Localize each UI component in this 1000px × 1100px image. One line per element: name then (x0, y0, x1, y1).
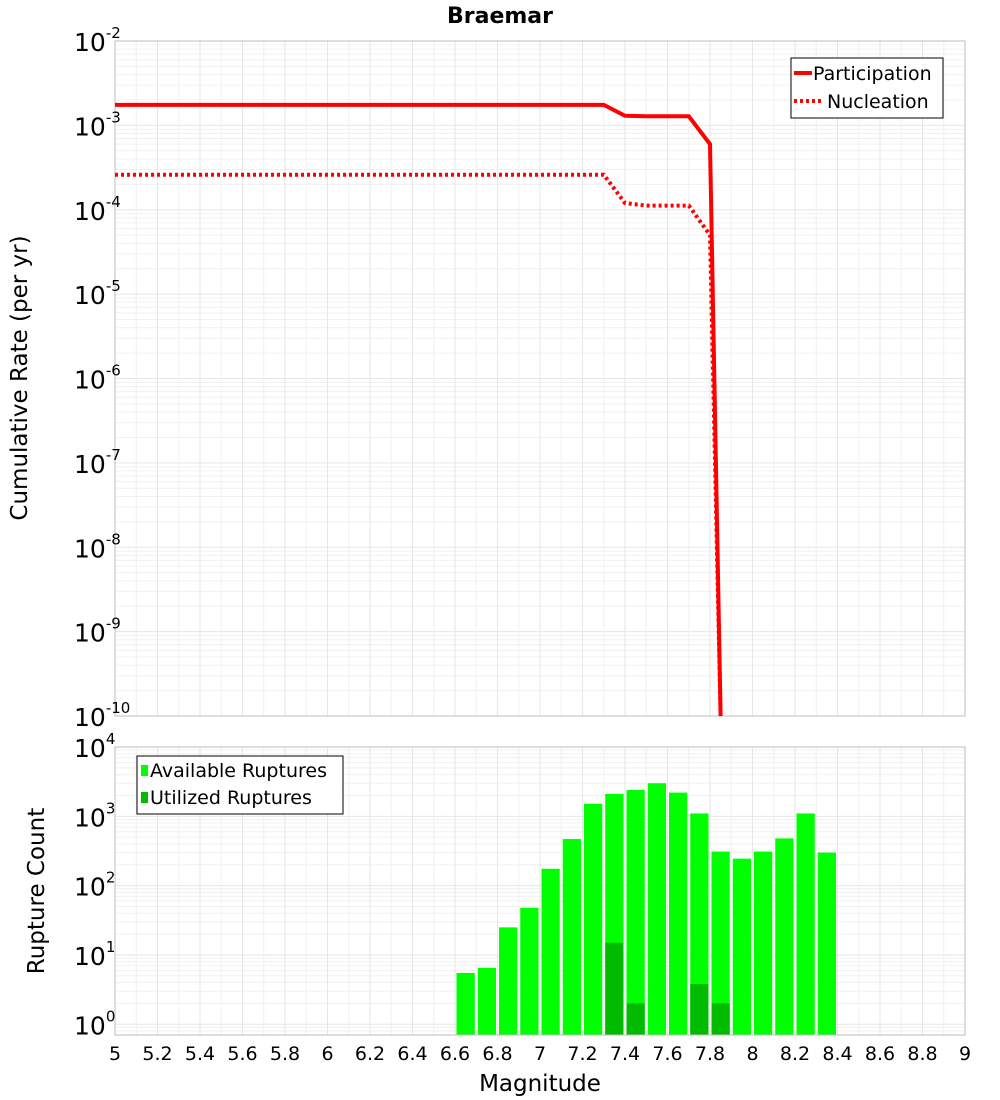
utilized-rupture-bar (690, 984, 709, 1035)
x-tick-label: 7.2 (567, 1043, 597, 1065)
rupture-plot-y-ticks: 104 103 102 101 100 (74, 730, 115, 1040)
participation-legend-label: Participation (813, 63, 932, 85)
x-tick-label: 9 (959, 1043, 971, 1065)
available-rupture-bar (690, 813, 709, 1035)
available-rupture-bar (711, 851, 730, 1035)
rupture-y-tick-label: 100 (74, 1007, 115, 1040)
available-rupture-bar (499, 927, 518, 1035)
x-tick-label: 6.4 (397, 1043, 427, 1065)
available-legend-swatch (141, 765, 148, 776)
participation-line (115, 102, 723, 717)
rate-y-tick-label: 10-6 (74, 362, 121, 395)
rate-y-tick-label: 10-2 (74, 24, 121, 57)
available-rupture-bar (754, 851, 773, 1035)
x-tick-label: 8 (746, 1043, 758, 1065)
utilized-rupture-bar (711, 1003, 730, 1035)
utilized-rupture-bar (605, 942, 624, 1035)
x-tick-label: 8.4 (822, 1043, 852, 1065)
rupture-plot-x-ticks: 5 5.2 5.4 5.6 5.8 6 6.2 6.4 6.6 6.8 7 7.2 7.4 7.6 7.8 8… (109, 1043, 971, 1065)
available-rupture-bar (732, 858, 751, 1035)
nucleation-legend-label: Nucleation (827, 91, 929, 113)
available-rupture-bar (456, 972, 475, 1035)
utilized-legend-label: Utilized Ruptures (150, 787, 312, 809)
rate-legend: Participation Nucleation (790, 57, 944, 119)
rate-y-tick-label: 10-5 (74, 277, 121, 310)
rupture-count-plot: 104 103 102 101 100 5 5.2 5.4 5.6 5.8 6 6.2 6.4 6.6 6… (24, 730, 971, 1097)
rate-y-tick-label: 10-3 (74, 108, 121, 141)
rupture-y-tick-label: 102 (74, 869, 115, 902)
rupture-y-tick-label: 101 (74, 938, 115, 971)
x-tick-label: 7.8 (695, 1043, 725, 1065)
rate-plot-frame (114, 40, 966, 717)
available-rupture-bar (669, 792, 688, 1035)
rate-plot-lines (115, 102, 723, 717)
rate-y-tick-label: 10-9 (74, 615, 121, 648)
rupture-legend-box (136, 755, 344, 815)
rupture-plot-y-axis-label: Rupture Count (24, 808, 50, 974)
utilized-rupture-bar (626, 1003, 645, 1035)
available-rupture-bar (775, 838, 794, 1035)
x-tick-label: 7.4 (610, 1043, 640, 1065)
rate-plot: 10-2 10-3 10-4 10-5 10-6 10-7 10-8 10-9 10-10 Cu… (7, 24, 966, 732)
available-legend-label: Available Ruptures (150, 760, 327, 782)
x-tick-label: 5.4 (185, 1043, 215, 1065)
available-rupture-bar (541, 868, 560, 1035)
available-rupture-bar (796, 813, 815, 1035)
x-tick-label: 6.6 (440, 1043, 470, 1065)
rate-plot-y-axis-label: Cumulative Rate (per yr) (7, 235, 33, 520)
x-tick-label: 8.8 (907, 1043, 937, 1065)
x-tick-label: 5.2 (142, 1043, 172, 1065)
x-tick-label: 5.8 (270, 1043, 300, 1065)
x-tick-label: 8.2 (780, 1043, 810, 1065)
available-rupture-bar (584, 803, 603, 1035)
available-rupture-bar (520, 907, 539, 1035)
available-rupture-bar (626, 789, 645, 1035)
x-tick-label: 7 (534, 1043, 546, 1065)
x-tick-label: 6.8 (482, 1043, 512, 1065)
rate-y-tick-label: 10-10 (74, 699, 130, 732)
rupture-plot-frame (114, 746, 966, 1036)
rate-y-tick-label: 10-4 (74, 193, 121, 226)
rate-plot-y-ticks: 10-2 10-3 10-4 10-5 10-6 10-7 10-8 10-9 10-10 (74, 24, 130, 732)
available-rupture-bar (477, 967, 496, 1035)
x-tick-label: 8.6 (865, 1043, 895, 1065)
x-tick-label: 6 (321, 1043, 333, 1065)
chart-title: Braemar (447, 4, 553, 29)
rate-plot-grid (114, 40, 966, 717)
rupture-legend: Available Ruptures Utilized Ruptures (136, 755, 344, 815)
available-rupture-bar (817, 852, 836, 1035)
rate-legend-box (790, 57, 944, 119)
available-rupture-bar (647, 783, 666, 1035)
rate-y-tick-label: 10-7 (74, 446, 121, 479)
x-tick-label: 5 (109, 1043, 121, 1065)
available-rupture-bar (562, 839, 581, 1035)
x-tick-label: 5.6 (227, 1043, 257, 1065)
x-axis-label: Magnitude (479, 1071, 601, 1097)
rupture-y-tick-label: 103 (74, 799, 115, 832)
x-tick-label: 6.2 (355, 1043, 385, 1065)
utilized-legend-swatch (141, 792, 148, 803)
x-tick-label: 7.6 (652, 1043, 682, 1065)
nucleation-line (115, 172, 723, 717)
rupture-y-tick-label: 104 (74, 730, 115, 763)
rupture-plot-bars (456, 783, 836, 1035)
rate-y-tick-label: 10-8 (74, 530, 121, 563)
